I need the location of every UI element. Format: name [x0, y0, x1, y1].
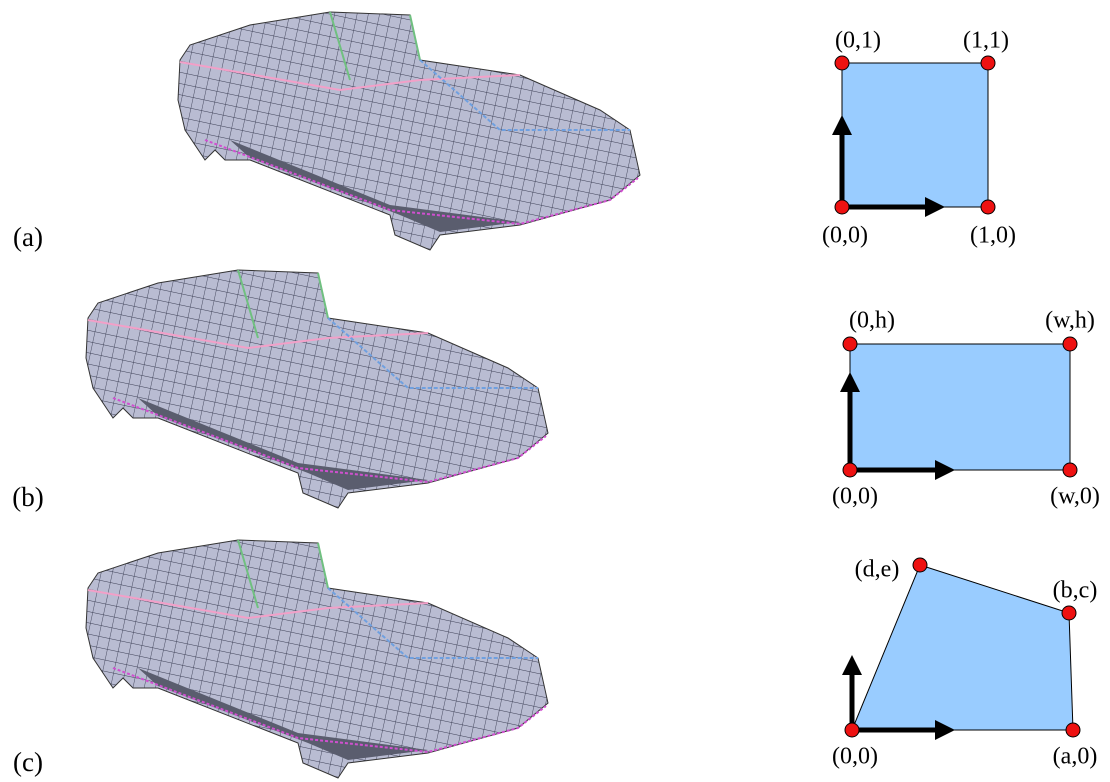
- panel-label: (c): [13, 747, 43, 777]
- corner-point: [981, 56, 995, 70]
- corner-label: (b,c): [1053, 578, 1098, 604]
- corner-label: (1,0): [970, 223, 1016, 249]
- corner-point: [843, 337, 857, 351]
- corner-point: [1062, 606, 1076, 620]
- corner-point: [913, 558, 927, 572]
- corner-label: (0,0): [822, 223, 868, 249]
- corner-label: (d,e): [855, 557, 900, 583]
- corner-label: (1,1): [963, 28, 1009, 54]
- corner-label: (0,h): [849, 308, 895, 334]
- corner-label: (w,h): [1045, 308, 1095, 334]
- corner-point: [981, 200, 995, 214]
- domain-shape: [850, 344, 1070, 470]
- corner-label: (0,0): [832, 744, 878, 770]
- domain-shape: [842, 63, 988, 207]
- corner-point: [843, 463, 857, 477]
- domain-shape: [852, 565, 1073, 730]
- car-mesh: [86, 540, 548, 778]
- panel-label: (a): [13, 222, 43, 252]
- car-mesh: [86, 270, 548, 508]
- corner-label: (0,1): [835, 28, 881, 54]
- panel-label: (b): [12, 482, 43, 512]
- corner-point: [835, 200, 849, 214]
- corner-label: (w,0): [1050, 484, 1100, 510]
- corner-point: [1063, 463, 1077, 477]
- corner-label: (a,0): [1053, 744, 1098, 770]
- corner-point: [845, 723, 859, 737]
- car-mesh: [178, 12, 640, 250]
- corner-point: [835, 56, 849, 70]
- corner-point: [1066, 723, 1080, 737]
- figure: (a) (0,1) (1,1) (0,0) (1,0) (b) (0,h) (w,h) (0,0…: [0, 0, 1110, 782]
- corner-label: (0,0): [832, 484, 878, 510]
- corner-point: [1063, 337, 1077, 351]
